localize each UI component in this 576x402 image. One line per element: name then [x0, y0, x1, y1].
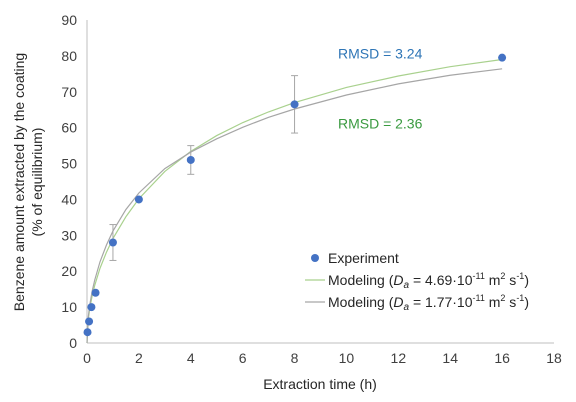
- data-point: [91, 288, 100, 297]
- data-point: [290, 100, 299, 109]
- experiment-points: [83, 53, 507, 337]
- data-point: [498, 53, 507, 62]
- y-tick-label: 10: [61, 299, 77, 315]
- data-point: [108, 238, 117, 247]
- y-axis-title: Benzene amount extracted by the coating …: [11, 53, 45, 311]
- legend-label-experiment: Experiment: [328, 250, 399, 266]
- x-tick-label: 16: [494, 350, 510, 366]
- y-tick-label: 30: [61, 227, 77, 243]
- y-tick-label: 0: [69, 335, 77, 351]
- tick-labels: 0 2 4 6 8 10 12 14 16 18 0 10 20 30 40 50 60 70 80 90: [61, 12, 562, 366]
- data-point: [186, 155, 195, 164]
- x-tick-label: 12: [391, 350, 407, 366]
- error-bars: [109, 75, 299, 261]
- x-tick-label: 4: [187, 350, 195, 366]
- legend-marker-experiment: [311, 254, 319, 262]
- rmsd-label: RMSD = 3.24: [338, 45, 423, 61]
- legend-label-model-2: Modeling (Da = 1.77·10-11 m2 s-1): [328, 293, 529, 313]
- data-point: [134, 195, 143, 204]
- x-tick-label: 10: [339, 350, 355, 366]
- legend: Experiment Modeling (Da = 4.69·10-11 m2 …: [305, 250, 529, 313]
- y-tick-label: 20: [61, 263, 77, 279]
- y-tick-label: 70: [61, 84, 77, 100]
- y-tick-label: 80: [61, 48, 77, 64]
- x-axis-title: Extraction time (h): [263, 376, 377, 392]
- plot-area: 0 2 4 6 8 10 12 14 16 18 0 10 20 30 40 50 60 70 80 90 RMSD …: [61, 12, 562, 366]
- x-tick-label: 6: [239, 350, 247, 366]
- model-curve-2: [86, 68, 503, 344]
- rmsd-annotations: RMSD = 3.24 RMSD = 2.36: [338, 45, 423, 131]
- y-tick-label: 40: [61, 191, 77, 207]
- x-tick-label: 2: [135, 350, 143, 366]
- x-tick-label: 8: [291, 350, 299, 366]
- data-point: [85, 317, 94, 326]
- data-point: [87, 303, 96, 312]
- x-tick-label: 14: [442, 350, 458, 366]
- y-axis-title-line2: (% of equilibrium): [29, 128, 45, 237]
- y-tick-label: 60: [61, 120, 77, 136]
- y-tick-label: 90: [61, 12, 77, 28]
- x-tick-label: 18: [546, 350, 562, 366]
- legend-label-model-1: Modeling (Da = 4.69·10-11 m2 s-1): [328, 271, 529, 291]
- rmsd-label: RMSD = 2.36: [338, 115, 423, 131]
- x-tick-label: 0: [83, 350, 91, 366]
- data-point: [83, 328, 92, 337]
- y-axis-title-line1: Benzene amount extracted by the coating: [11, 53, 27, 311]
- y-tick-label: 50: [61, 156, 77, 172]
